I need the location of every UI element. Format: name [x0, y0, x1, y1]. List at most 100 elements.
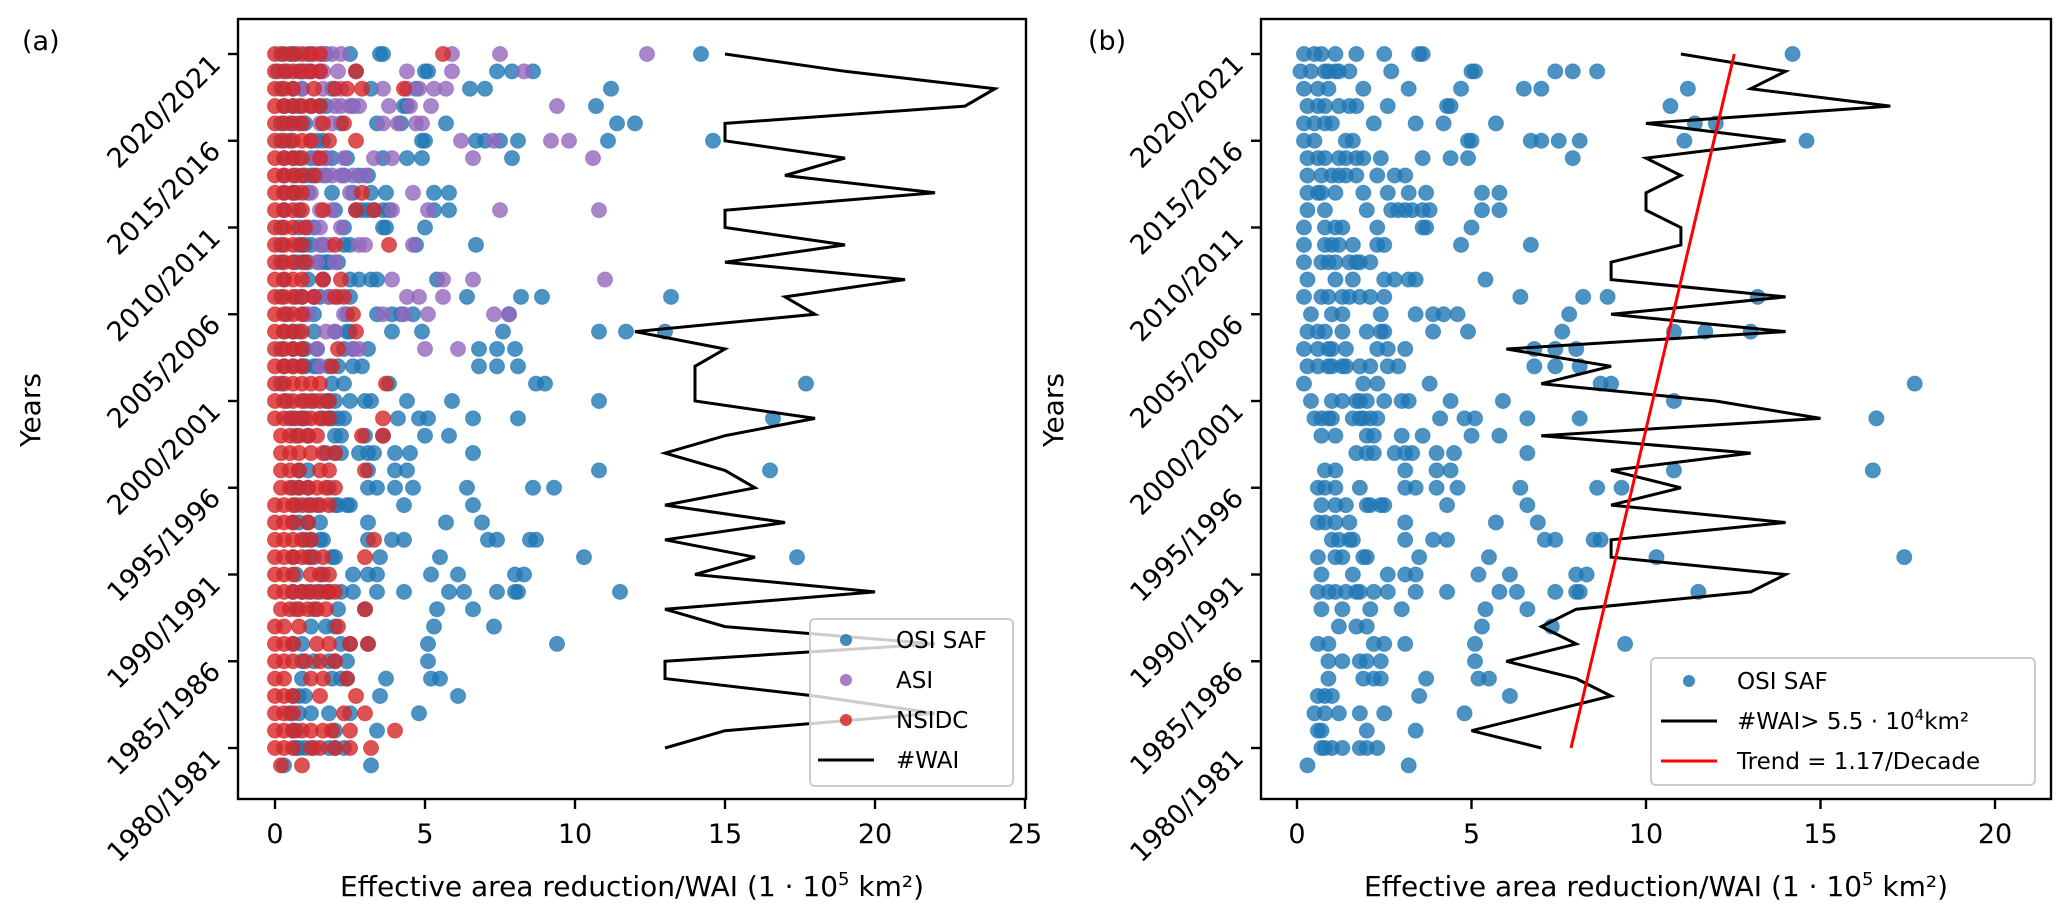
asi-point: [411, 288, 427, 305]
osisaf-point: [525, 479, 541, 496]
nsidc-point: [348, 63, 364, 80]
nsidc-point: [285, 687, 301, 704]
nsidc-point: [342, 722, 358, 739]
osisaf-point: [1372, 670, 1389, 687]
osisaf-point: [474, 514, 490, 531]
nsidc-point: [375, 410, 391, 427]
nsidc-point: [366, 202, 382, 219]
osisaf-point: [303, 705, 319, 722]
osisaf-point: [1355, 184, 1372, 201]
osisaf-point: [1379, 583, 1396, 600]
nsidc-point: [378, 375, 394, 392]
nsidc-point: [315, 549, 331, 566]
panel-a-wai-line: [634, 52, 1000, 750]
osisaf-point: [1550, 132, 1567, 149]
osisaf-point: [1906, 375, 1923, 392]
osisaf-point: [1442, 393, 1459, 409]
nsidc-point: [303, 531, 319, 548]
asi-point: [357, 167, 373, 184]
osisaf-point: [399, 393, 415, 409]
asi-point: [444, 63, 460, 80]
nsidc-point: [327, 445, 343, 462]
nsidc-point: [396, 80, 412, 97]
osisaf-point: [462, 80, 478, 97]
panel-a-ylabel: Years: [14, 373, 47, 448]
osisaf-point: [1376, 497, 1393, 514]
nsidc-point: [321, 393, 337, 409]
osisaf-point: [546, 479, 562, 496]
osisaf-point: [1473, 184, 1490, 201]
osisaf-point: [1320, 670, 1337, 687]
panel-b-frame: [1259, 17, 2053, 801]
osisaf-point: [1369, 167, 1386, 184]
osisaf-point: [1295, 254, 1312, 271]
osisaf-point: [513, 288, 529, 305]
legend-entry-asi: ASI: [840, 668, 933, 694]
osisaf-point: [369, 479, 385, 496]
osisaf-point: [1344, 236, 1361, 253]
osisaf-point: [396, 497, 412, 514]
nsidc-point: [294, 202, 310, 219]
osisaf-point: [438, 514, 454, 531]
osisaf-point: [375, 46, 391, 62]
osisaf-point: [396, 583, 412, 600]
nsidc-point: [375, 427, 391, 444]
osisaf-point: [1334, 653, 1351, 670]
osisaf-point: [1407, 722, 1424, 739]
osisaf-point: [1414, 150, 1431, 167]
osisaf-point: [1477, 601, 1494, 618]
asi-point: [336, 150, 352, 167]
osisaf-point: [1376, 46, 1393, 62]
panel-a-xtick-label: 10: [558, 819, 592, 850]
osisaf-point: [336, 375, 352, 392]
osisaf-point: [1533, 132, 1550, 149]
osisaf-point: [1320, 80, 1337, 97]
osisaf-point: [528, 531, 544, 548]
osisaf-point: [1529, 514, 1546, 531]
nsidc-point: [324, 358, 340, 375]
osisaf-point: [1798, 132, 1815, 149]
panel-a-xtick-label: 5: [416, 819, 433, 850]
asi-point: [414, 115, 430, 132]
asi-point: [375, 80, 391, 97]
nsidc-point: [273, 757, 289, 774]
nsidc-point: [306, 288, 322, 305]
asi-point: [384, 202, 400, 219]
osisaf-point: [1404, 445, 1421, 462]
asi-point: [327, 254, 343, 271]
osisaf-point: [1369, 375, 1386, 392]
osisaf-point: [510, 410, 526, 427]
panel-a-label: (a): [22, 26, 60, 57]
osisaf-point: [1400, 757, 1417, 774]
osisaf-point: [1456, 705, 1473, 722]
osisaf-point: [534, 288, 550, 305]
osisaf-point: [438, 115, 454, 132]
panel-b-xtick-label: 20: [1978, 819, 2012, 850]
osisaf-point: [609, 115, 625, 132]
osisaf-point: [1379, 98, 1396, 115]
osisaf-point: [1501, 566, 1518, 583]
panel-b-xticks: 0 5 10 15 20: [1288, 799, 2012, 850]
legend-entry-osisaf: OSI SAF: [1683, 669, 1828, 695]
osisaf-point: [468, 236, 484, 253]
osisaf-point: [1365, 115, 1382, 132]
osisaf-point: [1864, 462, 1881, 479]
asi-point: [384, 271, 400, 288]
osisaf-point: [1365, 583, 1382, 600]
asi-point: [327, 323, 343, 340]
osisaf-point: [1463, 132, 1480, 149]
osisaf-point: [1466, 410, 1483, 427]
asi-point: [492, 46, 508, 62]
asi-point: [435, 288, 451, 305]
osisaf-point: [1313, 566, 1330, 583]
osisaf-point: [1295, 375, 1312, 392]
osisaf-point: [345, 566, 361, 583]
osisaf-point: [1362, 358, 1379, 375]
osisaf-point: [1376, 236, 1393, 253]
nsidc-point: [312, 687, 328, 704]
osisaf-point: [1341, 514, 1358, 531]
panel-a-xticks: 0 5 10 15 20 25: [266, 799, 1042, 850]
osisaf-point: [1397, 340, 1414, 357]
osisaf-point: [1358, 323, 1375, 340]
